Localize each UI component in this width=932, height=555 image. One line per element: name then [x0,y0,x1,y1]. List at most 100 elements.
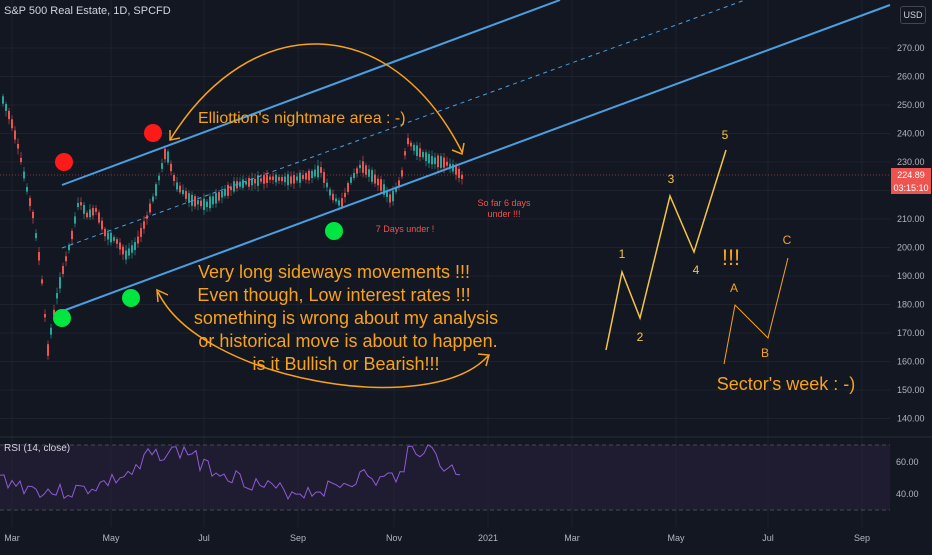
candle-body [350,177,352,183]
candle-body [227,184,229,196]
so-far-text-1[interactable]: So far 6 days [477,198,531,208]
candle-body [56,292,58,299]
time-tick-label: 2021 [478,533,498,543]
currency-button[interactable]: USD [900,6,926,24]
price-tick-label: 260.00 [897,72,925,82]
candle-body [170,163,172,172]
candle-body [41,279,43,284]
candle-body [272,176,274,180]
candle-body [248,178,250,187]
candle-body [239,181,241,187]
impulse-wave[interactable] [605,149,727,351]
green-marker[interactable] [53,309,71,327]
wave-label: A [730,281,738,295]
rsi-indicator-label[interactable]: RSI (14, close) [4,443,71,454]
note-block[interactable]: Very long sideways movements !!! Even th… [194,262,498,374]
red-marker[interactable] [55,153,73,171]
candle-body [74,216,76,224]
red-marker[interactable] [144,124,162,142]
top-arc-arrow-right [451,142,465,156]
candle-body [296,176,298,181]
seven-days-text[interactable]: 7 Days under ! [376,224,435,234]
rsi-axis: 60.00 40.00 [896,457,919,499]
candle-body [206,201,208,208]
bottom-arc-arrow-right [477,353,490,367]
exclaim-text[interactable]: !!! [722,245,740,270]
candle-body [365,165,367,175]
candle-body [299,172,301,183]
wave-label: 3 [668,172,675,186]
candle-body [392,190,394,202]
candle-body [131,245,133,253]
so-far-text-2[interactable]: under !!! [487,209,520,219]
candle-body [383,184,385,195]
sector-week-text[interactable]: Sector's week : -) [717,374,855,394]
candle-body [107,232,109,240]
candle-body [125,250,127,260]
candle-body [194,196,196,207]
top-arc [169,43,463,153]
trend-channel[interactable] [59,0,891,313]
wave-label: 5 [722,128,729,142]
candle-body [416,145,418,156]
candle-body [359,164,361,169]
candle-body [317,165,319,178]
candle-body [119,242,121,250]
candle-body [32,211,34,219]
candle-body [20,157,22,163]
candle-body [26,187,28,192]
candle-body [11,119,13,129]
green-marker[interactable] [122,289,140,307]
candle-body [395,188,397,192]
candle-body [308,170,310,181]
corrective-wave[interactable] [723,257,789,365]
candle-body [401,170,403,177]
price-axis[interactable]: 270.00260.00250.00240.00230.00220.00210.… [897,43,925,424]
candle-body [14,130,16,140]
candle-body [164,148,166,160]
candle-body [68,244,70,251]
candle-body [155,184,157,196]
candle-body [443,157,445,168]
candle-body [428,153,430,164]
wave-label: 4 [693,263,700,277]
candle-body [434,157,436,165]
candle-body [122,246,124,255]
candle-body [269,176,271,180]
candle-body [179,185,181,193]
channel-lower-line [59,4,891,313]
countdown-badge [891,181,931,194]
rsi-level-label: 40.00 [896,489,919,499]
green-marker[interactable] [325,222,343,240]
price-tick-label: 210.00 [897,214,925,224]
candle-body [326,182,328,188]
candle-body [287,174,289,186]
candle-body [98,212,100,223]
candle-body [8,110,10,120]
last-price-badge [891,168,931,181]
candle-body [311,171,313,178]
candle-body [116,239,118,244]
nightmare-text[interactable]: Elliottion's nightmare area : -) [198,110,406,127]
time-axis[interactable]: Mar May Jul Sep Nov 2021 Mar May Jul Sep [4,533,870,543]
candle-body [215,193,217,204]
symbol-header[interactable]: S&P 500 Real Estate, 1D, SPCFD [4,5,171,17]
candle-body [368,169,370,177]
candle-body [347,183,349,192]
impulse-labels: 1 2 3 4 5 [619,128,729,344]
price-tick-label: 160.00 [897,357,925,367]
candle-body [71,230,73,240]
candle-body [245,181,247,185]
time-tick-label: Sep [854,533,870,543]
note-line: or historical move is about to happen. [198,331,497,351]
candle-body [281,177,283,182]
candle-body [431,156,433,165]
price-tick-label: 230.00 [897,157,925,167]
corrective-labels: A B C [730,233,792,360]
candle-body [35,233,37,239]
candle-body [314,169,316,177]
price-tick-label: 150.00 [897,385,925,395]
candle-body [419,148,421,158]
